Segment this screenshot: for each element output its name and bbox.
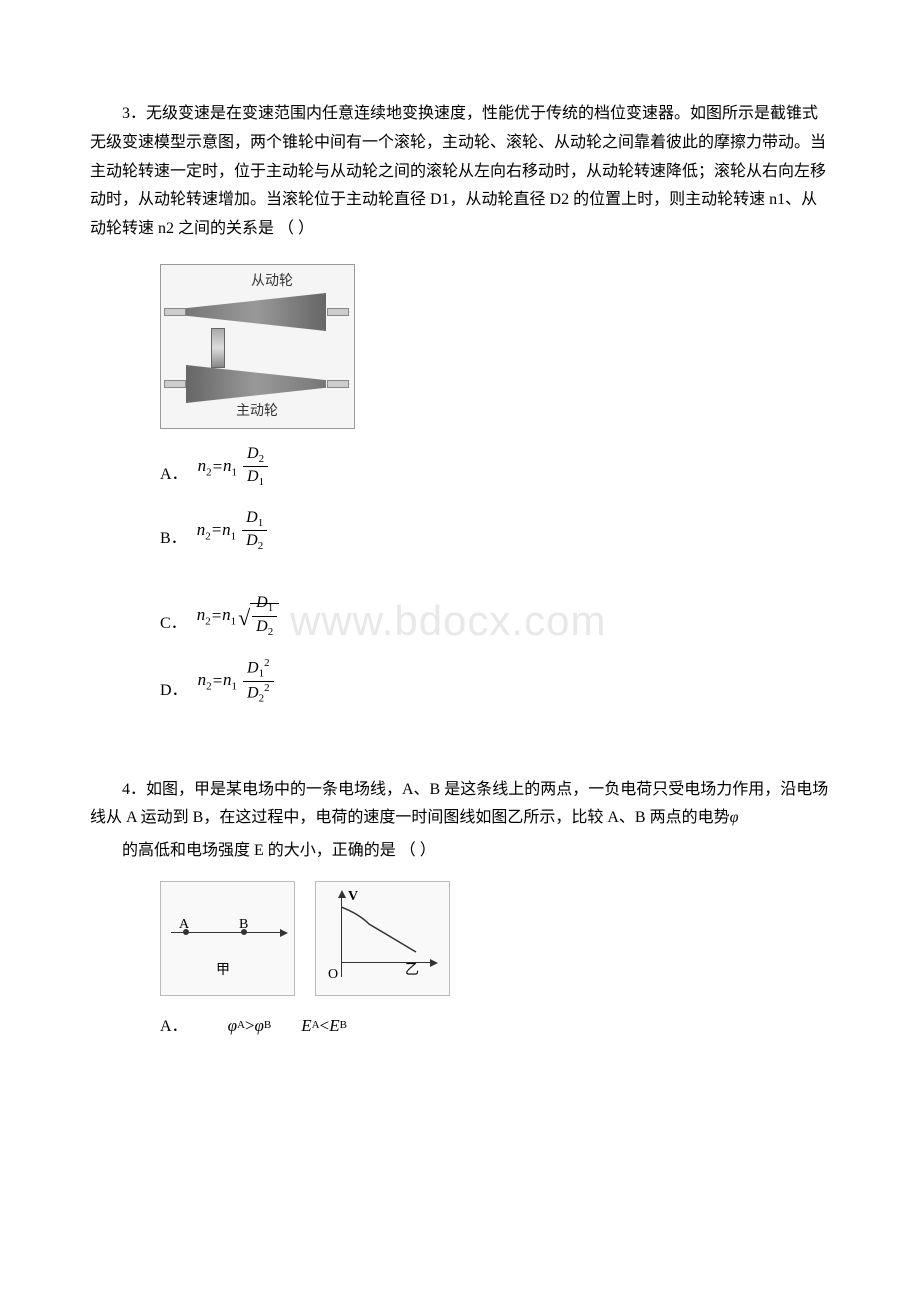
expr-phi: φA > φB <box>228 1011 272 1042</box>
option-letter: C． <box>160 610 187 639</box>
option-letter: A． <box>160 461 188 490</box>
q3-options: A． n2 = n1 D2 D1 B． n2 = n1 D1 <box>160 444 830 706</box>
fraction: D1 D2 <box>242 508 267 554</box>
formula-b: n2 = n1 D1 D2 <box>197 508 270 554</box>
eq-sign: = <box>212 666 223 697</box>
fraction: D1 D2 <box>252 593 277 639</box>
label-driven-wheel: 从动轮 <box>251 269 293 294</box>
q4-option-a: A． φA > φB EA < EB <box>160 1011 830 1042</box>
phi-symbol: φ <box>730 809 739 826</box>
velocity-curve-icon <box>341 902 421 962</box>
diagram-field-line: A B 甲 <box>160 881 295 996</box>
origin-label: O <box>328 962 338 987</box>
formula-a: n2 = n1 D2 D1 <box>198 444 271 490</box>
cvt-diagram: 从动轮 主动轮 <box>160 264 830 429</box>
q4-text-2: 的高低和电场强度 E 的大小，正确的是 （ ） <box>90 837 830 866</box>
option-b: B． n2 = n1 D1 D2 <box>160 508 830 554</box>
option-letter: D． <box>160 677 188 706</box>
expr-e: EA < EB <box>301 1011 347 1042</box>
option-c: www.bdocx.com C． n2 = n1 D1 D2 <box>160 593 830 639</box>
option-letter: B． <box>160 525 187 554</box>
dot-b-icon <box>241 929 247 935</box>
question-4: 4．如图，甲是某电场中的一条电场线，A、B 是这条线上的两点，一负电荷只受电场力… <box>90 776 830 1042</box>
eq-sign: = <box>212 452 223 483</box>
var-n1: n1 <box>222 600 236 632</box>
caption-yi: 乙 <box>405 958 419 983</box>
shaft-icon <box>164 380 186 388</box>
cvt-box: 从动轮 主动轮 <box>160 264 355 429</box>
fraction: D2 D1 <box>243 444 268 490</box>
var-n2: n2 <box>198 451 212 483</box>
caption-jia: 甲 <box>216 958 230 983</box>
sqrt-icon: D1 D2 <box>250 593 279 639</box>
eq-sign: = <box>211 515 222 546</box>
q4-text-1: 4．如图，甲是某电场中的一条电场线，A、B 是这条线上的两点，一负电荷只受电场力… <box>90 776 830 834</box>
roller-icon <box>211 328 225 368</box>
formula-d: n2 = n1 D12 D22 <box>198 657 276 705</box>
fraction: D12 D22 <box>243 657 274 705</box>
option-d: D． n2 = n1 D12 D22 <box>160 657 830 705</box>
option-a: A． n2 = n1 D2 D1 <box>160 444 830 490</box>
cone-bottom-icon <box>186 365 326 403</box>
question-3: 3．无级变速是在变速范围内任意连续地变换速度，性能优于传统的档位变速器。如图所示… <box>90 100 830 706</box>
axis-x-icon <box>341 962 436 963</box>
shaft-icon <box>327 380 349 388</box>
label-driving-wheel: 主动轮 <box>236 399 278 424</box>
var-n1: n1 <box>222 515 236 547</box>
q4-diagrams: A B 甲 V O 乙 <box>160 881 830 996</box>
var-n2: n2 <box>198 665 212 697</box>
shaft-icon <box>327 308 349 316</box>
watermark-text: www.bdocx.com <box>290 583 606 659</box>
shaft-icon <box>164 308 186 316</box>
eq-sign: = <box>211 601 222 632</box>
var-n1: n1 <box>223 665 237 697</box>
var-n1: n1 <box>223 451 237 483</box>
var-n2: n2 <box>197 515 211 547</box>
var-n2: n2 <box>197 600 211 632</box>
formula-c: n2 = n1 D1 D2 <box>197 593 280 639</box>
option-letter: A． <box>160 1013 188 1042</box>
dot-a-icon <box>183 929 189 935</box>
diagram-vt-graph: V O 乙 <box>315 881 450 996</box>
q3-text: 3．无级变速是在变速范围内任意连续地变换速度，性能优于传统的档位变速器。如图所示… <box>90 100 830 244</box>
cone-top-icon <box>186 293 326 331</box>
